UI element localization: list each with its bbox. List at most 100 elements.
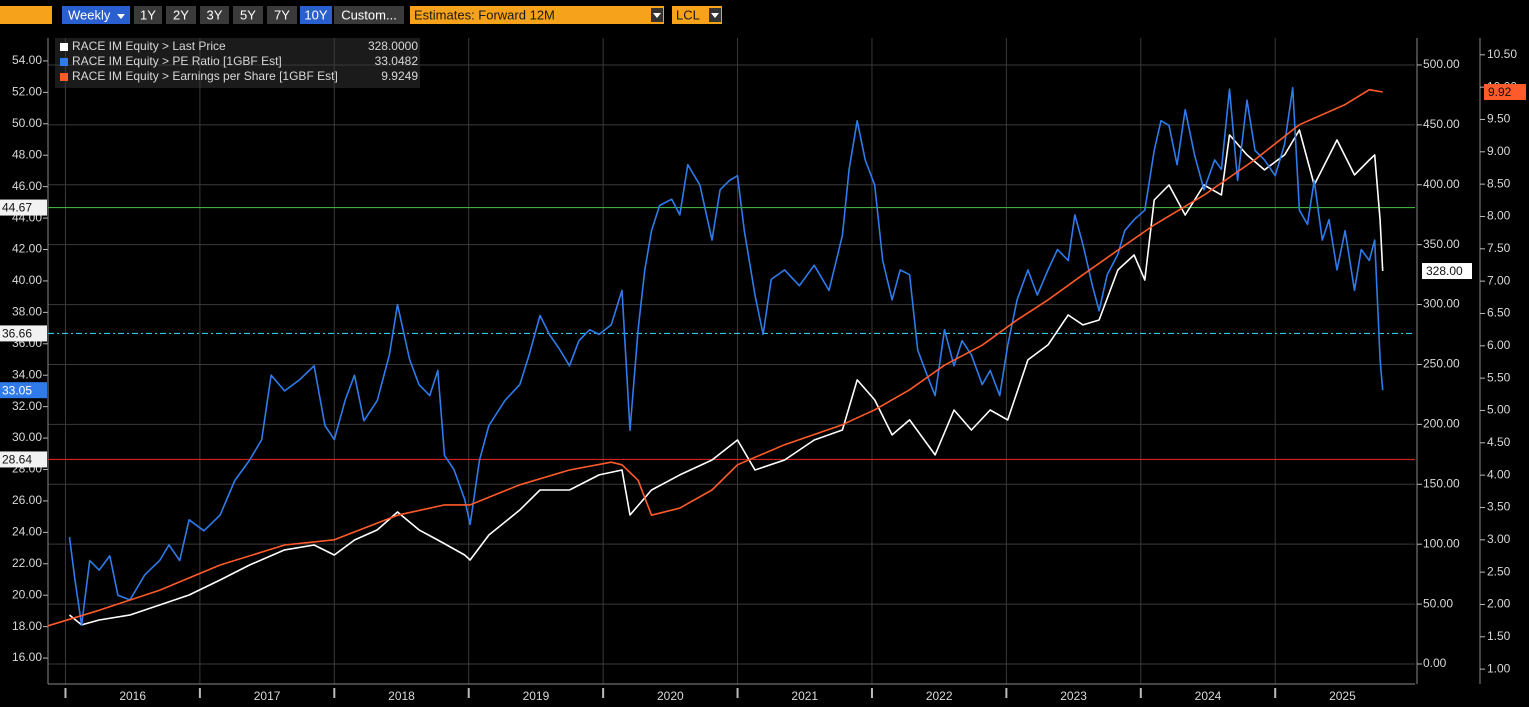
- x-tick-label: 2021: [791, 689, 818, 703]
- y2-tick-label: 400.00: [1423, 177, 1460, 191]
- reference-label: 36.66: [2, 327, 32, 341]
- range-label: 2Y: [173, 7, 189, 22]
- y3-tick-label: 8.50: [1487, 176, 1511, 190]
- y-tick-label: 26.00: [12, 493, 42, 507]
- security-box[interactable]: [0, 6, 52, 24]
- range-label: 10Y: [304, 7, 327, 22]
- toolbar: Weekly Estimates: Forward 12M LCL: [0, 6, 722, 24]
- grid: [48, 38, 1415, 684]
- y2-tick-label: 500.00: [1423, 57, 1460, 71]
- y2-tick-label: 100.00: [1423, 536, 1460, 550]
- last-value-tag: [0, 382, 47, 399]
- series-line: [47, 88, 1383, 627]
- y2-tick-label: 200.00: [1423, 417, 1460, 431]
- y-tick-label: 40.00: [12, 273, 42, 287]
- range-label: 3Y: [207, 7, 223, 22]
- y2-tick-label: 250.00: [1423, 357, 1460, 371]
- x-tick-label: 2017: [254, 689, 281, 703]
- y3-tick-label: 1.00: [1487, 661, 1511, 675]
- y-tick-label: 42.00: [12, 242, 42, 256]
- y3-tick-label: 10.50: [1487, 47, 1517, 61]
- legend-label: RACE IM Equity > Last Price: [72, 39, 226, 53]
- y3-tick-label: 2.00: [1487, 597, 1511, 611]
- range-button[interactable]: [334, 6, 404, 24]
- y-tick-label: 38.00: [12, 305, 42, 319]
- last-value-tag: [1484, 84, 1526, 101]
- y2-tick-label: 50.00: [1423, 596, 1453, 610]
- y3-tick-label: 1.50: [1487, 629, 1511, 643]
- estimates-dropdown[interactable]: [410, 6, 664, 24]
- dropdown-arrow: [117, 14, 125, 19]
- y3-tick-label: 5.00: [1487, 403, 1511, 417]
- estimates-label: Estimates: Forward 12M: [414, 7, 555, 22]
- range-label: 5Y: [240, 7, 256, 22]
- legend-swatch: [60, 58, 68, 66]
- range-button[interactable]: [233, 6, 263, 24]
- x-tick-label: 2019: [523, 689, 550, 703]
- y3-tick-label: 9.50: [1487, 112, 1511, 126]
- range-label: Custom...: [341, 7, 397, 22]
- x-tick-label: 2024: [1195, 689, 1222, 703]
- range-button[interactable]: [200, 6, 229, 24]
- y3-tick-label: 6.50: [1487, 306, 1511, 320]
- last-value-tag: [1422, 263, 1472, 280]
- x-tick-label: 2023: [1060, 689, 1087, 703]
- y3-tick-label: 4.50: [1487, 435, 1511, 449]
- x-tick-label: 2020: [657, 689, 684, 703]
- y-tick-label: 54.00: [12, 53, 42, 67]
- y2-tick-label: 450.00: [1423, 117, 1460, 131]
- y-tick-label: 46.00: [12, 179, 42, 193]
- y3-tick-label: 3.50: [1487, 500, 1511, 514]
- y3-tick-label: 7.00: [1487, 273, 1511, 287]
- dropdown-arrow: [711, 13, 719, 18]
- legend-value: 328.0000: [368, 39, 418, 53]
- y2-tick-label: 0.00: [1423, 656, 1447, 670]
- y3-tick-label: 2.50: [1487, 564, 1511, 578]
- x-tick-label: 2016: [119, 689, 146, 703]
- y-tick-label: 30.00: [12, 430, 42, 444]
- y-tick-label: 20.00: [12, 587, 42, 601]
- x-tick-label: 2018: [388, 689, 415, 703]
- range-button[interactable]: [267, 6, 297, 24]
- y3-tick-label: 4.00: [1487, 467, 1511, 481]
- y-tick-label: 32.00: [12, 399, 42, 413]
- legend-box: [55, 38, 420, 88]
- range-button[interactable]: [134, 6, 162, 24]
- range-button[interactable]: [166, 6, 196, 24]
- legend-swatch: [60, 43, 68, 51]
- legend-swatch: [60, 73, 68, 81]
- y-tick-label: 34.00: [12, 367, 42, 381]
- reference-label: 44.67: [2, 201, 32, 215]
- y-tick-label: 50.00: [12, 116, 42, 130]
- y-tick-label: 24.00: [12, 525, 42, 539]
- series-line: [68, 129, 1384, 626]
- last-value-label: 9.92: [1488, 85, 1512, 99]
- frequency-dropdown[interactable]: [62, 6, 130, 24]
- last-value-label: 328.00: [1426, 264, 1463, 278]
- y2-tick-label: 350.00: [1423, 237, 1460, 251]
- range-label: 1Y: [140, 7, 156, 22]
- legend-label: RACE IM Equity > PE Ratio [1GBF Est]: [72, 54, 282, 68]
- range-button[interactable]: [300, 6, 332, 24]
- y-tick-label: 52.00: [12, 85, 42, 99]
- y3-tick-label: 3.00: [1487, 532, 1511, 546]
- reference-tag: [0, 451, 47, 468]
- reference-tag: [0, 325, 47, 342]
- range-label: 7Y: [274, 7, 290, 22]
- reference-tag: [0, 199, 47, 216]
- y-tick-label: 18.00: [12, 619, 42, 633]
- dropdown-arrow: [653, 13, 661, 18]
- y-tick-label: 16.00: [12, 650, 42, 664]
- legend-label: RACE IM Equity > Earnings per Share [1GB…: [72, 69, 338, 83]
- y2-tick-label: 300.00: [1423, 297, 1460, 311]
- y2-tick-label: 150.00: [1423, 476, 1460, 490]
- y3-tick-label: 6.00: [1487, 338, 1511, 352]
- series-line: [68, 86, 1384, 626]
- legend-value: 9.9249: [381, 69, 418, 83]
- y3-tick-label: 7.50: [1487, 241, 1511, 255]
- y3-tick-label: 8.00: [1487, 209, 1511, 223]
- reference-label: 28.64: [2, 453, 32, 467]
- x-tick-label: 2022: [926, 689, 953, 703]
